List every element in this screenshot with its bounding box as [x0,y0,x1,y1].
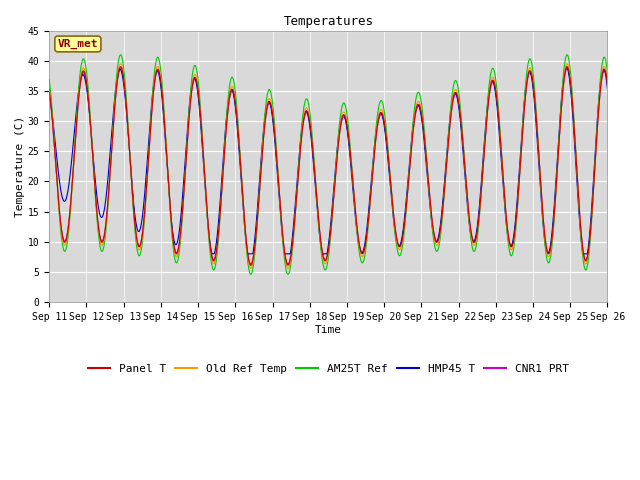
HMP45 T [603,80,611,86]
Old Ref Temp [247,265,255,271]
Old Ref Temp [603,73,611,79]
CNR1 PRT [604,82,611,87]
CNR1 PRT [454,96,461,101]
Line: HMP45 T: HMP45 T [49,67,607,254]
AM25T Ref [603,65,611,71]
Panel T [146,138,154,144]
Panel T [116,64,124,70]
Text: VR_met: VR_met [58,39,98,49]
HMP45 T [454,96,461,102]
Line: CNR1 PRT: CNR1 PRT [49,69,607,264]
Old Ref Temp [454,91,461,97]
Panel T [423,160,431,166]
Old Ref Temp [485,89,493,95]
AM25T Ref [604,69,611,75]
CNR1 PRT [45,89,53,95]
CNR1 PRT [485,93,493,99]
X-axis label: Time: Time [315,324,342,335]
HMP45 T [423,165,431,171]
HMP45 T [563,64,570,70]
HMP45 T [604,85,611,91]
Old Ref Temp [116,61,124,67]
Y-axis label: Temperature (C): Temperature (C) [15,116,25,217]
Old Ref Temp [423,159,431,165]
Old Ref Temp [604,77,611,83]
AM25T Ref [308,127,316,132]
Panel T [308,135,316,141]
HMP45 T [45,91,53,97]
AM25T Ref [423,157,431,163]
Panel T [45,87,53,93]
CNR1 PRT [308,137,316,143]
HMP45 T [208,251,216,257]
CNR1 PRT [603,77,611,83]
CNR1 PRT [146,138,154,144]
Title: Temperatures: Temperatures [284,15,373,28]
Panel T [247,263,255,268]
Line: Old Ref Temp: Old Ref Temp [49,64,607,268]
AM25T Ref [454,83,461,88]
AM25T Ref [247,272,255,277]
AM25T Ref [146,134,154,140]
Old Ref Temp [146,137,154,143]
Line: AM25T Ref: AM25T Ref [49,55,607,275]
HMP45 T [308,140,316,145]
Legend: Panel T, Old Ref Temp, AM25T Ref, HMP45 T, CNR1 PRT: Panel T, Old Ref Temp, AM25T Ref, HMP45 … [83,359,573,378]
HMP45 T [485,88,493,94]
CNR1 PRT [247,261,255,267]
Old Ref Temp [308,133,316,139]
CNR1 PRT [423,160,431,166]
HMP45 T [146,127,154,133]
Panel T [485,91,493,97]
AM25T Ref [116,52,124,58]
Panel T [454,94,461,100]
Panel T [604,80,611,85]
Panel T [603,76,611,82]
Old Ref Temp [45,85,53,91]
AM25T Ref [485,81,493,87]
Line: Panel T: Panel T [49,67,607,265]
CNR1 PRT [116,66,124,72]
AM25T Ref [45,77,53,83]
